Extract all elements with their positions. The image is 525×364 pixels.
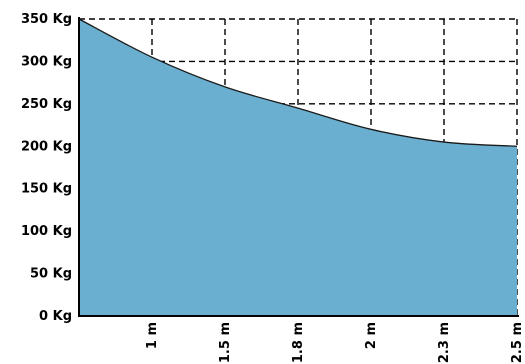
x-tick-label: 1 m <box>145 322 160 349</box>
y-tick-label: 300 Kg <box>21 54 72 69</box>
y-tick-label: 250 Kg <box>21 97 72 112</box>
x-tick-label: 1.5 m <box>218 322 233 363</box>
y-tick-label: 0 Kg <box>39 309 72 324</box>
series-0-area <box>79 19 517 316</box>
y-tick-label: 350 Kg <box>21 12 72 27</box>
y-tick-label: 100 Kg <box>21 224 72 239</box>
y-tick-label: 200 Kg <box>21 139 72 154</box>
x-tick-label: 2.5 m <box>510 322 525 363</box>
series-layer <box>78 18 518 316</box>
x-tick-labels: 1 m 1.5 m 1.8 m 2 m 2.3 m 2.5 m <box>145 322 525 363</box>
y-tick-label: 150 Kg <box>21 182 72 197</box>
x-tick-label: 2 m <box>364 322 379 349</box>
y-tick-labels: 0 Kg 50 Kg 100 Kg 150 Kg 200 Kg 250 Kg 300 Kg 3… <box>21 12 72 324</box>
x-tick-label: 2.3 m <box>437 322 452 363</box>
x-tick-label: 1.8 m <box>291 322 306 363</box>
axes <box>78 17 519 317</box>
y-tick-label: 50 Kg <box>30 267 72 282</box>
series-0-line <box>78 18 518 147</box>
